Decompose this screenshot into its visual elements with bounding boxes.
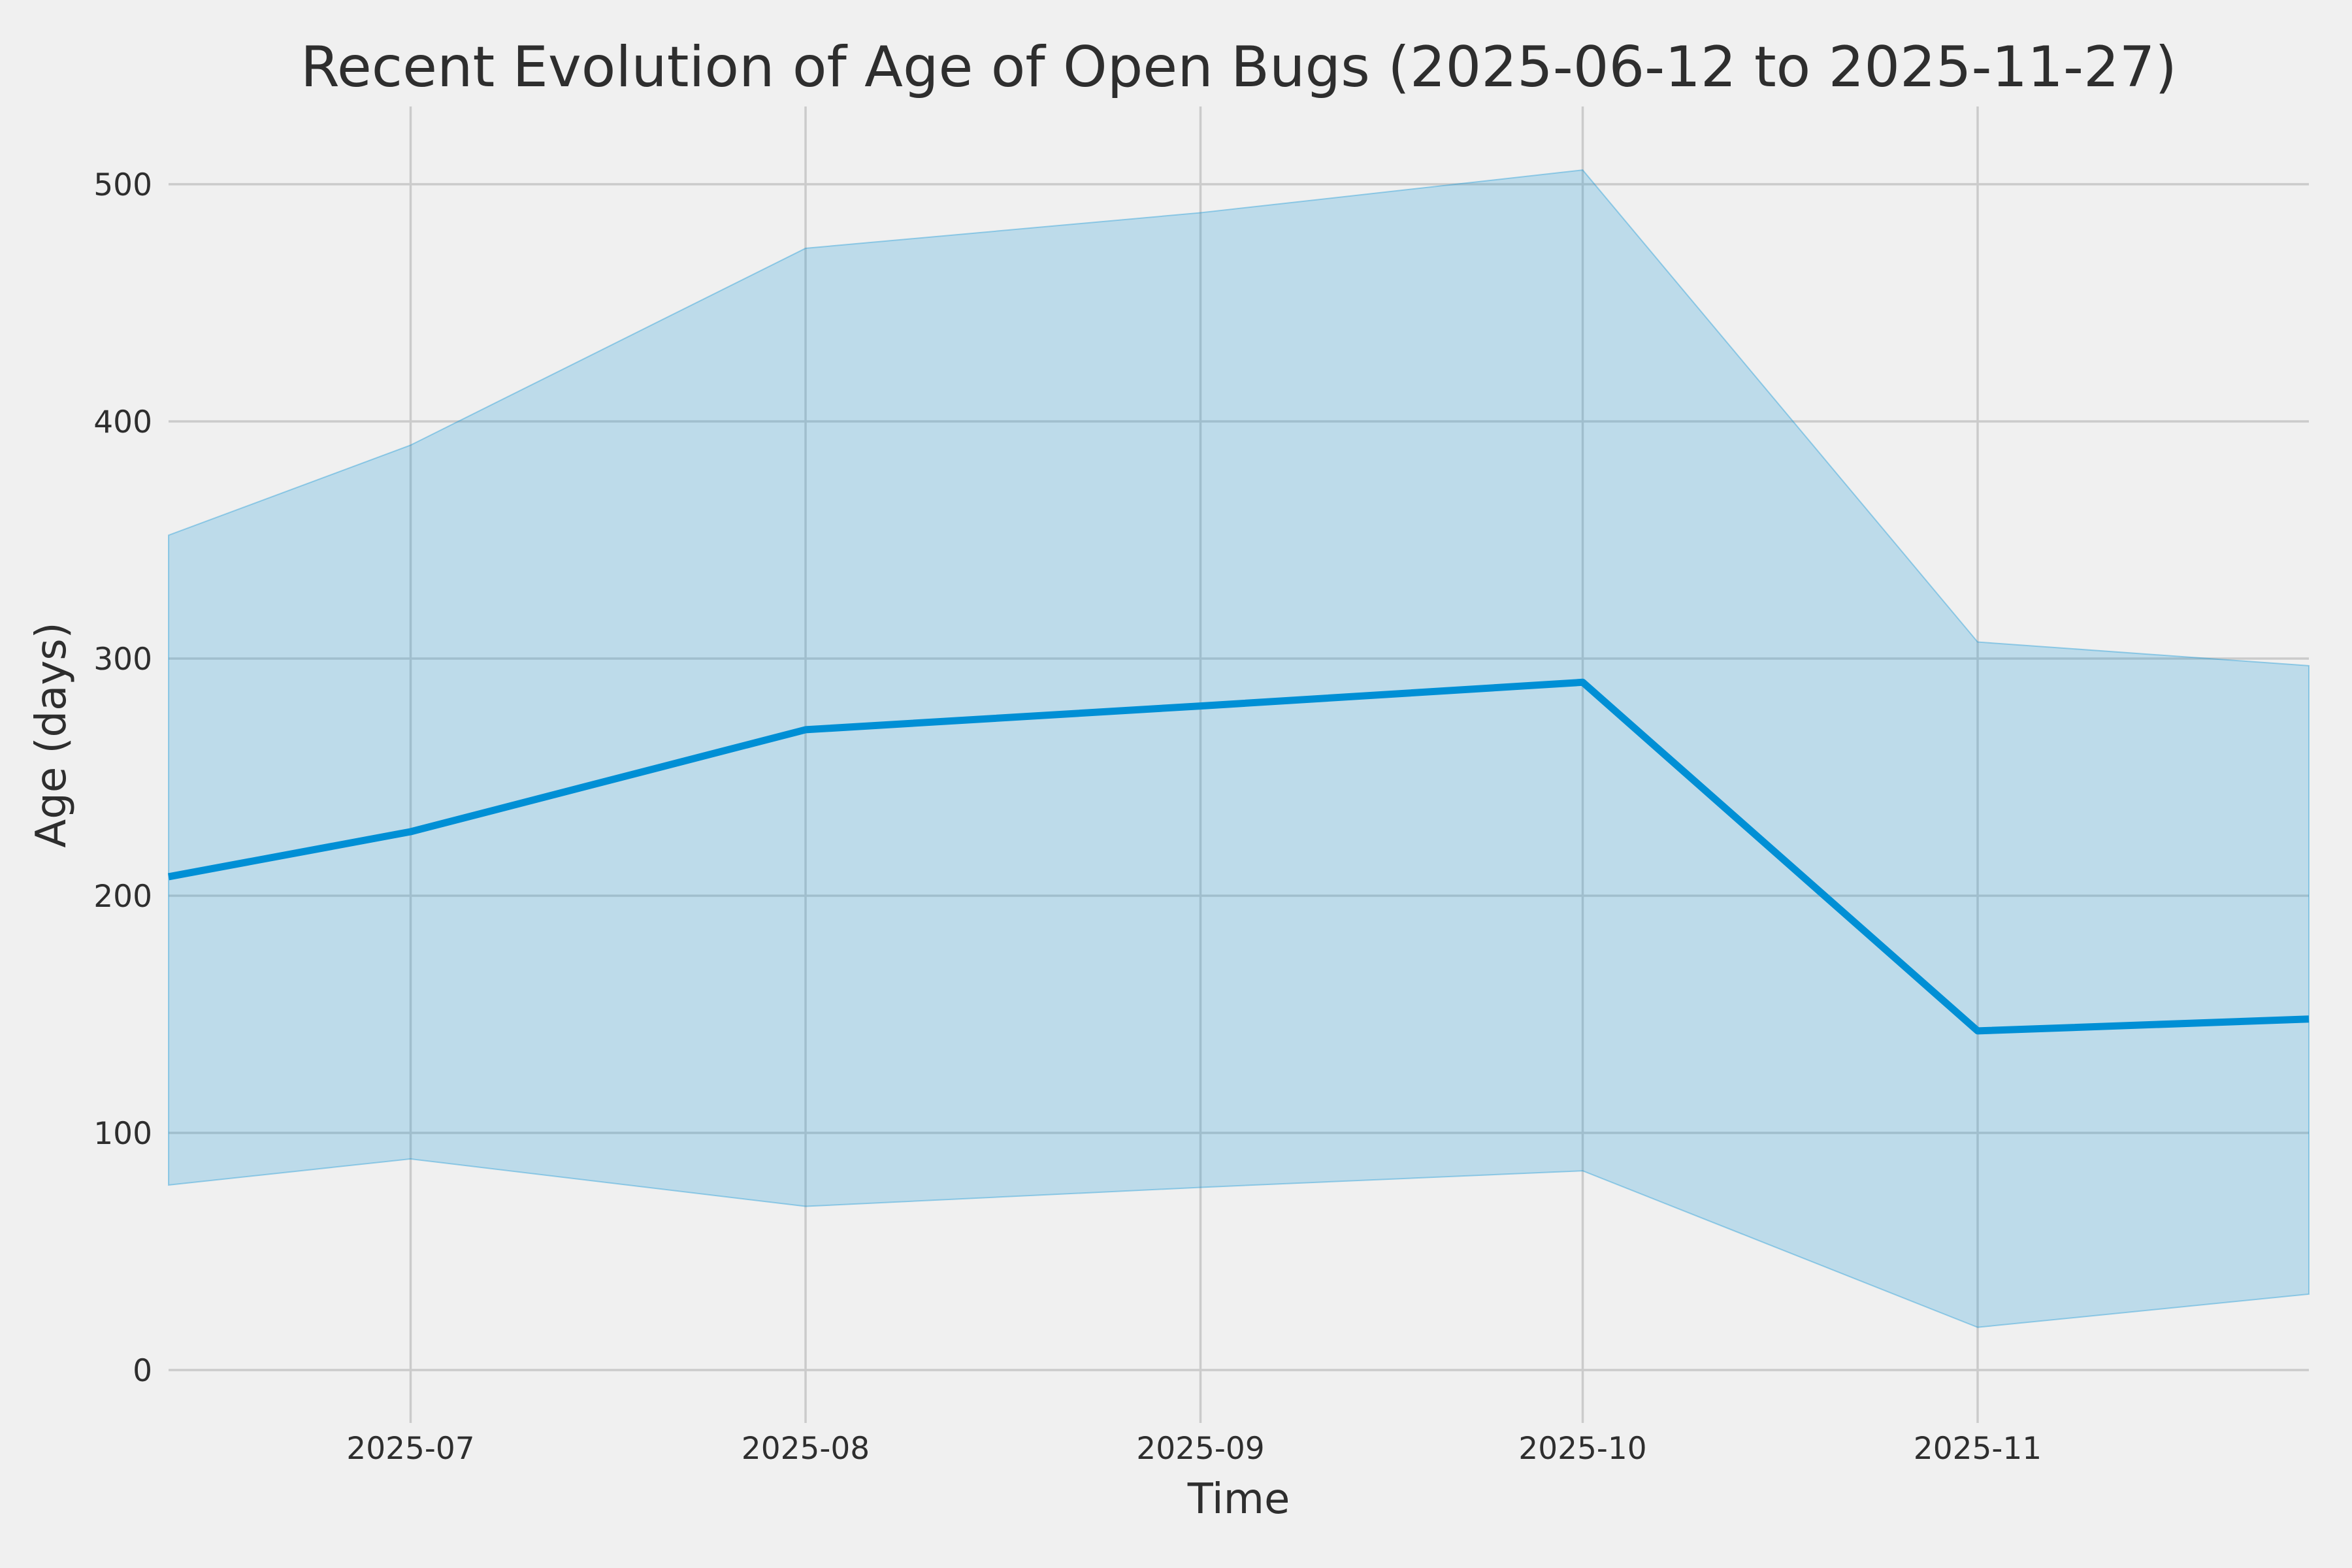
y-tick-label: 500 (93, 167, 152, 203)
x-tick-label: 2025-07 (346, 1431, 474, 1467)
x-tick-label: 2025-09 (1136, 1431, 1264, 1467)
grid-layer (169, 106, 2309, 1423)
tick-label-layer: 0 100 200 300 400 500 2025-07 2025-08 2025-09 202… (93, 167, 2042, 1467)
chart-title: Recent Evolution of Age of Open Bugs (20… (301, 35, 2177, 100)
confidence-band-area (168, 169, 2310, 1328)
series-line-layer (167, 678, 2310, 1035)
x-axis-label: Time (1187, 1475, 1290, 1524)
y-tick-label: 200 (93, 879, 152, 915)
mean-age-line (167, 678, 2310, 1035)
y-tick-label: 100 (93, 1116, 152, 1152)
y-axis-label: Age (days) (27, 622, 76, 847)
y-tick-label: 0 (133, 1353, 152, 1389)
confidence-band-layer (168, 169, 2310, 1328)
x-tick-label: 2025-08 (742, 1431, 870, 1467)
x-tick-label: 2025-10 (1518, 1431, 1646, 1467)
y-tick-label: 400 (93, 404, 152, 440)
x-tick-label: 2025-11 (1914, 1431, 2042, 1467)
y-tick-label: 300 (93, 642, 152, 678)
